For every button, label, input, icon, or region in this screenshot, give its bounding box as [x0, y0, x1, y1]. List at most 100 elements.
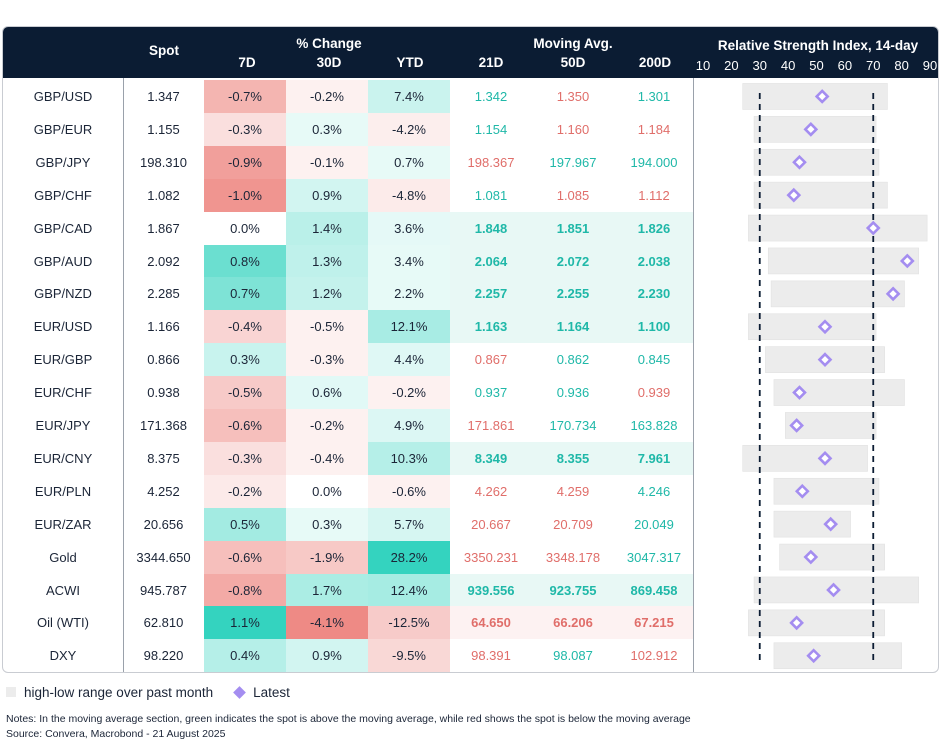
cell-d7: -0.6% [204, 540, 286, 574]
cell-name: EUR/PLN [34, 483, 92, 499]
rsi-latest-marker [817, 319, 833, 335]
cell-ytd: 2.2% [368, 277, 450, 311]
cell-ma200: 67.215 [614, 606, 694, 640]
rsi-latest-marker [789, 615, 804, 631]
cell-name: EUR/JPY [35, 418, 91, 433]
cell-name: EUR/CHF [34, 385, 92, 401]
cell-ma21: 2.064 [450, 244, 532, 278]
cell-spot: 945.787 [140, 582, 187, 598]
rsi-range-bar [773, 477, 880, 505]
cell-name: DXY [49, 648, 77, 664]
rsi-latest-marker [817, 352, 833, 367]
header-pct-change: % Change [296, 36, 362, 51]
rsi-chart [742, 83, 928, 670]
rsi-tick-label: 50 [809, 58, 824, 73]
cell-ma21: 1.342 [474, 89, 508, 104]
cell-d7: -0.5% [204, 376, 286, 410]
header-moving-avg: Moving Avg. [533, 36, 613, 51]
cell-name: GBP/NZD [34, 286, 92, 302]
header-ytd: YTD [396, 55, 424, 70]
rsi-range-bar [773, 642, 902, 670]
cell-d30: -0.2% [286, 409, 368, 442]
header-200d: 200D [638, 55, 672, 70]
cell-ma21: 2.257 [450, 277, 532, 311]
legend-latest-diamond-icon [233, 685, 246, 699]
cell-d30: -4.1% [286, 606, 368, 640]
cell-d30: 0.9% [286, 639, 368, 672]
cell-ma21: 1.154 [474, 121, 508, 137]
cell-ma21: 98.391 [471, 648, 511, 664]
cell-d7: -0.8% [204, 573, 286, 607]
divider-line [693, 78, 694, 672]
cell-name: GBP/CAD [33, 220, 93, 236]
cell-d30: 0.3% [286, 507, 368, 541]
cell-name: Oil (WTI) [37, 615, 89, 631]
cell-d7: -1.0% [204, 178, 286, 212]
cell-name: EUR/GBP [33, 352, 93, 368]
cell-d7: -0.9% [204, 145, 286, 179]
header-spot: Spot [149, 43, 179, 58]
legend-range-swatch [6, 687, 16, 697]
rsi-range-bar [753, 148, 880, 176]
cell-name: EUR/ZAR [34, 516, 92, 532]
cell-ytd: 12.4% [368, 573, 450, 607]
rsi-range-bar [748, 214, 928, 242]
cell-ma200: 1.184 [637, 121, 671, 137]
cell-ma50: 1.350 [556, 89, 590, 104]
cell-name: GBP/USD [33, 89, 93, 104]
rsi-tick-label: 90 [922, 58, 938, 73]
rsi-range-bar [753, 181, 888, 209]
rsi-range-bar [773, 510, 851, 538]
rsi-range-bar [767, 247, 919, 275]
cell-ma50: 2.072 [532, 244, 614, 278]
cell-ma21: 1.163 [450, 310, 532, 344]
cell-ma21: 939.556 [450, 573, 532, 607]
rsi-latest-marker [899, 253, 915, 269]
rsi-latest-marker [814, 89, 830, 104]
cell-ma21: 0.937 [474, 385, 508, 401]
cell-spot: 1.867 [147, 220, 180, 236]
cell-name: Gold [49, 549, 77, 565]
cell-ma50: 2.255 [532, 277, 614, 311]
cell-ma200: 4.246 [637, 483, 671, 499]
cell-ma21: 0.867 [474, 352, 508, 368]
rsi-latest-marker [823, 516, 839, 532]
cell-d30: -0.2% [286, 80, 368, 113]
cell-ytd: 3.4% [368, 244, 450, 278]
rsi-latest-marker [803, 549, 819, 565]
cell-ma50: 1.085 [556, 187, 590, 203]
cell-spot: 171.368 [140, 418, 187, 433]
divider-line [123, 78, 124, 672]
cell-d7: 1.1% [204, 606, 286, 640]
source-text: Source: Convera, Macrobond - 21 August 2… [6, 728, 226, 740]
cell-d30: -0.3% [286, 343, 368, 377]
rsi-latest-marker [792, 385, 807, 400]
cell-ma200: 2.230 [614, 277, 694, 311]
cell-ma200: 1.100 [614, 310, 694, 344]
cell-d7: -0.2% [204, 474, 286, 508]
cell-spot: 198.310 [140, 154, 187, 170]
rsi-tick-label: 70 [866, 58, 881, 73]
cell-name: EUR/CNY [33, 450, 93, 466]
rsi-tick-label: 80 [894, 58, 909, 73]
cell-ma50: 98.087 [553, 648, 593, 664]
cell-ytd: -4.8% [368, 178, 450, 212]
cell-ytd: -9.5% [368, 639, 450, 672]
cell-d7: 0.3% [204, 343, 286, 377]
rsi-latest-marker [885, 286, 901, 302]
cell-ma200: 2.038 [614, 244, 694, 278]
cell-ytd: 10.3% [368, 441, 450, 475]
rsi-tick-label: 10 [695, 58, 711, 73]
header-50d: 50D [560, 55, 586, 70]
rsi-range-bar [748, 609, 885, 637]
cell-ma50: 197.967 [549, 154, 597, 170]
legend-range-label: high-low range over past month [24, 684, 214, 700]
cell-ma50: 66.206 [532, 606, 614, 640]
rsi-latest-marker [803, 122, 819, 137]
cell-ma50: 1.851 [532, 211, 614, 245]
cell-spot: 3344.650 [136, 549, 191, 565]
cell-ma21: 198.367 [467, 154, 515, 170]
cell-ytd: 12.1% [368, 310, 450, 344]
cell-ma50: 1.164 [532, 310, 614, 344]
cell-ma50: 0.936 [556, 385, 590, 401]
